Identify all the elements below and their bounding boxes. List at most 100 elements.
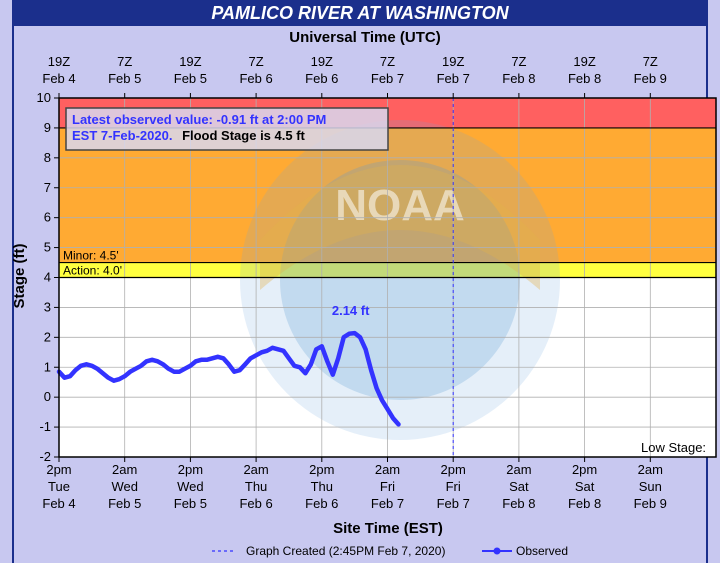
series-point-5 <box>85 363 88 366</box>
bottom-tick-label-0-1: Tue <box>48 479 70 494</box>
y-tick-label-8: 6 <box>44 210 51 225</box>
series-point-11 <box>118 378 121 381</box>
top-tick-date-2: Feb 5 <box>174 71 207 86</box>
series-point-20 <box>167 367 170 370</box>
left-border <box>12 0 14 563</box>
bottom-tick-label-6-2: Feb 7 <box>437 496 470 511</box>
y-tick-label-7: 5 <box>44 240 51 255</box>
series-point-30 <box>222 357 225 360</box>
series-point-13 <box>128 370 132 373</box>
series-point-26 <box>200 358 203 361</box>
y-tick-label-3: 1 <box>44 359 51 374</box>
series-point-37 <box>260 351 263 354</box>
series-point-6 <box>90 364 94 367</box>
bottom-tick-label-2-1: Wed <box>177 479 204 494</box>
top-tick-label-5: 7Z <box>380 54 395 69</box>
series-point-60 <box>386 407 389 411</box>
series-point-38 <box>265 349 269 352</box>
series-point-14 <box>134 367 137 370</box>
y-tick-label-2: 0 <box>44 389 51 404</box>
bottom-tick-label-1-1: Wed <box>111 479 138 494</box>
top-tick-date-5: Feb 7 <box>371 71 404 86</box>
series-point-46 <box>309 363 313 366</box>
series-point-52 <box>342 336 345 339</box>
bottom-tick-label-4-2: Feb 6 <box>305 496 338 511</box>
top-axis-title: Universal Time (UTC) <box>289 29 440 46</box>
series-point-33 <box>238 369 241 372</box>
bottom-axis-title: Site Time (EST) <box>333 520 443 537</box>
series-point-15 <box>139 364 143 367</box>
y-tick-label-5: 3 <box>44 299 51 314</box>
bottom-tick-label-0-0: 2pm <box>46 462 71 477</box>
threshold-label-1: Action: 4.0' <box>63 264 122 278</box>
top-tick-label-6: 19Z <box>442 54 464 69</box>
bottom-tick-label-8-1: Sat <box>575 479 595 494</box>
legend-observed-marker <box>493 547 501 555</box>
series-point-36 <box>254 354 258 357</box>
series-point-42 <box>287 357 291 360</box>
latest-value-annotation: Latest observed value: -0.91 ft at 2:00 … <box>65 107 389 151</box>
series-point-57 <box>369 369 373 372</box>
chart-title: PAMLICO RIVER AT WASHINGTON <box>14 0 706 26</box>
top-tick-date-4: Feb 6 <box>305 71 338 86</box>
top-tick-label-4: 19Z <box>311 54 333 69</box>
bottom-tick-label-6-1: Fri <box>446 479 461 494</box>
series-point-8 <box>101 372 105 375</box>
series-point-10 <box>112 379 115 382</box>
y-tick-label-6: 4 <box>44 270 51 285</box>
legend: Graph Created (2:45PM Feb 7, 2020) Obser… <box>212 544 568 558</box>
top-tick-label-7: 7Z <box>511 54 526 69</box>
series-point-4 <box>79 364 83 367</box>
series-point-21 <box>172 370 176 373</box>
series-point-28 <box>211 357 214 360</box>
peak-label: 2.14 ft <box>332 303 370 318</box>
series-point-39 <box>271 346 274 350</box>
annotation-flood-stage: Flood Stage is 4.5 ft <box>182 128 305 143</box>
top-tick-label-2: 19Z <box>179 54 201 69</box>
top-tick-date-1: Feb 5 <box>108 71 141 86</box>
low-stage-label: Low Stage: <box>641 440 706 455</box>
top-tick-date-6: Feb 7 <box>437 71 470 86</box>
bottom-tick-label-4-1: Thu <box>311 479 333 494</box>
annotation-line1: Latest observed value: -0.91 ft at 2:00 … <box>72 112 326 127</box>
y-tick-label-11: 9 <box>44 120 51 135</box>
series-point-58 <box>375 386 378 390</box>
series-point-31 <box>227 363 230 366</box>
bottom-tick-label-7-1: Sat <box>509 479 529 494</box>
annotation-date: EST 7-Feb-2020. <box>72 128 172 143</box>
top-tick-date-7: Feb 8 <box>502 71 535 86</box>
series-point-7 <box>96 367 99 370</box>
series-point-55 <box>358 336 362 339</box>
series-point-16 <box>145 360 148 363</box>
bottom-tick-label-8-2: Feb 8 <box>568 496 601 511</box>
top-tick-label-1: 7Z <box>117 54 132 69</box>
series-point-32 <box>233 370 236 373</box>
top-tick-label-9: 7Z <box>643 54 658 69</box>
top-tick-date-0: Feb 4 <box>42 71 75 86</box>
top-tick-label-0: 19Z <box>48 54 70 69</box>
legend-observed-label: Observed <box>516 544 568 558</box>
series-point-3 <box>74 369 77 372</box>
threshold-label-0: Minor: 4.5' <box>63 249 119 263</box>
series-point-22 <box>178 370 181 373</box>
top-tick-label-8: 19Z <box>573 54 595 69</box>
bottom-tick-label-9-1: Sun <box>639 479 662 494</box>
series-point-12 <box>123 375 126 378</box>
series-point-1 <box>63 376 66 379</box>
bottom-tick-label-5-1: Fri <box>380 479 395 494</box>
y-tick-label-12: 10 <box>37 90 51 105</box>
series-point-34 <box>243 363 247 366</box>
y-axis-title: Stage (ft) <box>11 244 28 309</box>
series-point-23 <box>183 367 187 370</box>
series-point-47 <box>315 348 318 351</box>
bottom-tick-label-5-0: 2am <box>375 462 400 477</box>
watermark-logo-text: NOAA <box>335 181 465 230</box>
series-point-49 <box>326 360 329 363</box>
noaa-watermark: NOAA <box>240 120 560 440</box>
bottom-tick-label-5-2: Feb 7 <box>371 496 404 511</box>
series-point-17 <box>150 358 154 361</box>
bottom-tick-label-1-2: Feb 5 <box>108 496 141 511</box>
top-tick-date-9: Feb 9 <box>634 71 667 86</box>
legend-graph-created-label: Graph Created (2:45PM Feb 7, 2020) <box>246 544 445 558</box>
